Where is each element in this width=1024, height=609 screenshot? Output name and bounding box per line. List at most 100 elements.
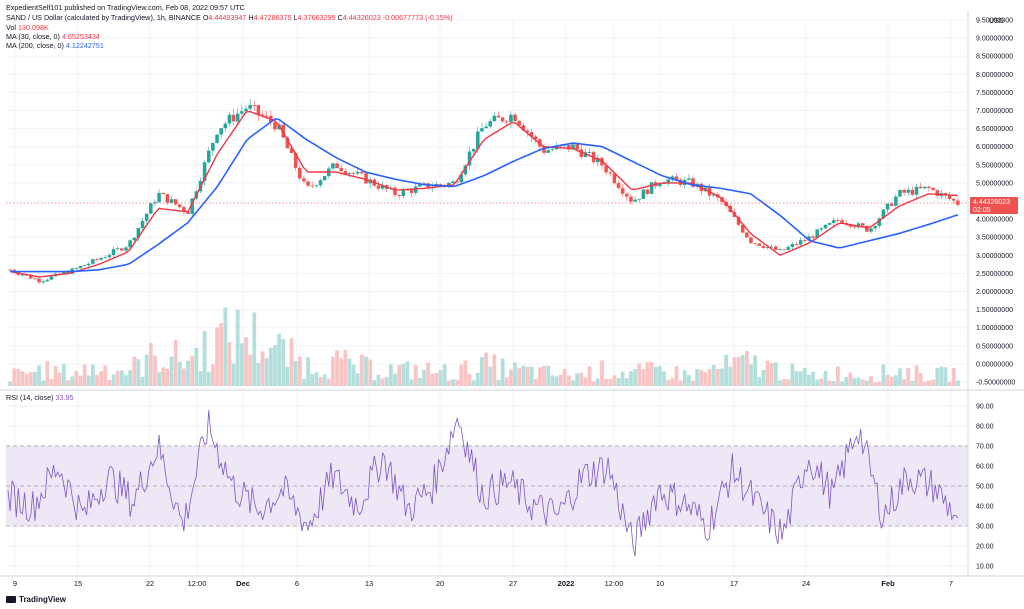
rsi-label[interactable]: RSI (14, close) [6,393,54,402]
candle-body [596,157,600,163]
volume-bar [918,373,923,386]
ma200-label[interactable]: MA (200, close, 0) [6,41,64,50]
candle-body [952,198,956,201]
volume-bar [438,370,443,386]
price-tag-box [970,197,1018,215]
symbol-name[interactable]: SAND / US Dollar (calculated by TradingV… [6,13,201,22]
rsi-axis[interactable]: 90.00 80.00 70.00 60.00 50.00 40.00 30.00 20.00… [976,404,994,571]
volume-bar [662,371,666,386]
volume-bar [906,367,911,386]
tradingview-logo[interactable]: TradingView [6,595,66,604]
candle-body [616,183,621,189]
candle-body [91,259,95,264]
volume-bar [728,366,733,386]
candle-body [927,186,931,188]
volume-bar [360,354,364,386]
volume-bar [219,323,224,386]
ma30-label[interactable]: MA (30, close, 0) [6,32,60,41]
candle-body [914,186,919,195]
volume-bar [811,371,815,386]
volume-bar [393,373,397,386]
candle-body [227,114,232,124]
candle-body [252,105,257,106]
candle-body [529,132,534,137]
candle-body [852,226,857,228]
candle-body [674,176,679,180]
volume-bar [384,377,389,386]
volume-bar [922,381,927,386]
volume-bar [587,366,592,386]
volume-bar [248,354,253,386]
candle-body [571,144,575,150]
volume-bar [579,372,584,386]
volume-bar [910,380,915,386]
volume-bar [173,339,178,386]
price-tick-label: 3.00000000 [976,253,1013,260]
candle-body [877,218,882,227]
volume-bar [836,366,840,386]
volume-bar [744,351,749,386]
volume-bar [753,355,757,386]
volume-bar [488,366,493,386]
volume-bar [769,362,774,386]
volume-bar [869,376,873,386]
candle-body [467,151,472,166]
volume-bar [256,362,261,386]
candle-body [235,113,240,122]
volume-bar [873,382,878,386]
volume-bar [33,371,37,386]
candle-body [620,188,625,194]
candles [8,99,960,285]
volume-bar [16,368,21,386]
candle-body [579,149,584,157]
candle-body [318,180,323,186]
volume-bar [37,365,41,386]
volume-bar [765,360,770,386]
candle-body [99,258,103,260]
candle-body [409,189,414,193]
volume-bar [136,359,141,386]
candle-body [484,126,488,129]
currency-label[interactable]: USD [989,18,1004,25]
candle-body [49,276,54,280]
volume-bar [856,377,861,386]
volume-bar [144,354,149,386]
volume-bar [591,381,596,386]
tradingview-brand: TradingView [19,595,66,604]
volume-bar [927,380,931,386]
volume-bar [82,364,87,386]
volume-bar [691,380,695,386]
volume-bar [78,375,83,386]
volume-label[interactable]: Vol [6,23,16,32]
volume-bar [641,369,646,386]
volume-bar [484,352,488,386]
price-tick-label: 5.00000000 [976,180,1013,187]
candle-body [889,203,894,206]
rsi-tick-label: 90.00 [976,404,994,411]
volume-bar [277,333,281,386]
time-axis[interactable]: 9 15 22 12:00 Dec 6 13 20 27 2022 12:00 10 17 24 Feb 7 [13,579,953,588]
candle-body [931,187,935,191]
price-tag-price: 4.44326023 [973,199,1010,206]
time-tick-label: 7 [949,579,953,588]
candle-body [476,131,480,149]
candle-body [649,182,654,194]
volume-bar [273,344,277,386]
volume-bar [844,376,849,386]
volume-bar [177,361,182,386]
candle-body [186,211,190,214]
price-axis[interactable]: 9.50000000 9.00000000 8.50000000 8.00000000… [976,18,1015,387]
volume-bar [322,374,327,386]
volume-bar [343,349,348,386]
volume-bar [773,362,778,386]
candle-body [691,178,695,187]
volume-bar [157,372,161,386]
candle-body [525,130,530,133]
volume-bar [852,378,857,386]
candle-body [140,220,145,229]
volume-bar [194,347,199,386]
time-tick-label: 6 [295,579,299,588]
candle-body [376,185,381,189]
price-tick-label: 0.50000000 [976,343,1013,350]
